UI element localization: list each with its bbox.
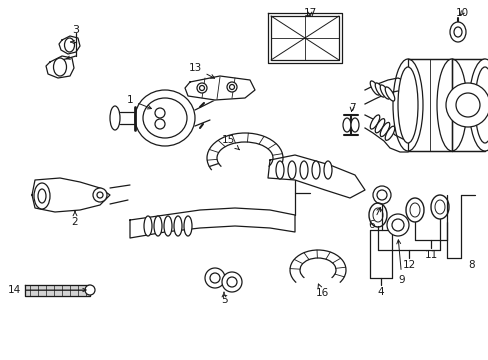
Ellipse shape xyxy=(449,22,465,42)
Circle shape xyxy=(209,273,220,283)
Circle shape xyxy=(229,85,234,90)
Polygon shape xyxy=(407,59,451,151)
Ellipse shape xyxy=(468,59,488,151)
Circle shape xyxy=(386,214,408,236)
Ellipse shape xyxy=(275,161,284,179)
Circle shape xyxy=(391,219,403,231)
Text: 9: 9 xyxy=(396,240,405,285)
Ellipse shape xyxy=(287,161,295,179)
Text: 4: 4 xyxy=(377,287,384,297)
Polygon shape xyxy=(46,56,74,78)
Ellipse shape xyxy=(38,189,46,203)
Polygon shape xyxy=(130,208,294,238)
Circle shape xyxy=(197,83,206,93)
Circle shape xyxy=(455,93,479,117)
Text: 16: 16 xyxy=(315,284,328,298)
Text: 6: 6 xyxy=(368,207,380,230)
Circle shape xyxy=(155,119,164,129)
Circle shape xyxy=(445,83,488,127)
Ellipse shape xyxy=(380,85,389,99)
Ellipse shape xyxy=(385,126,394,140)
Ellipse shape xyxy=(374,83,384,97)
Text: 15: 15 xyxy=(221,135,239,150)
Circle shape xyxy=(226,82,237,92)
Ellipse shape xyxy=(374,119,384,133)
Polygon shape xyxy=(32,178,110,212)
Ellipse shape xyxy=(142,98,186,138)
Circle shape xyxy=(93,188,107,202)
Polygon shape xyxy=(270,16,338,60)
Ellipse shape xyxy=(143,216,152,236)
Text: 8: 8 xyxy=(468,260,474,270)
Ellipse shape xyxy=(474,67,488,143)
Text: 3: 3 xyxy=(72,25,80,35)
Text: 12: 12 xyxy=(402,260,415,270)
Polygon shape xyxy=(267,13,341,63)
Polygon shape xyxy=(184,76,254,100)
Ellipse shape xyxy=(397,67,417,143)
Circle shape xyxy=(199,86,204,90)
Text: 5: 5 xyxy=(220,292,227,305)
Text: 14: 14 xyxy=(7,285,86,295)
Ellipse shape xyxy=(299,161,307,179)
Ellipse shape xyxy=(350,118,358,132)
Ellipse shape xyxy=(154,216,162,236)
Circle shape xyxy=(85,285,95,295)
Circle shape xyxy=(155,108,164,118)
Ellipse shape xyxy=(380,122,389,136)
Ellipse shape xyxy=(53,58,66,76)
Text: 10: 10 xyxy=(454,8,468,18)
Polygon shape xyxy=(267,155,364,198)
Ellipse shape xyxy=(174,216,182,236)
Ellipse shape xyxy=(183,216,192,236)
Text: 2: 2 xyxy=(72,211,78,227)
Circle shape xyxy=(222,272,242,292)
Ellipse shape xyxy=(135,90,195,146)
Ellipse shape xyxy=(342,118,350,132)
Text: 11: 11 xyxy=(424,250,437,260)
Ellipse shape xyxy=(436,59,466,151)
Circle shape xyxy=(376,190,386,200)
Circle shape xyxy=(204,268,224,288)
Polygon shape xyxy=(59,36,80,54)
Text: 1: 1 xyxy=(126,95,151,109)
Ellipse shape xyxy=(64,38,74,52)
Ellipse shape xyxy=(453,27,461,37)
Circle shape xyxy=(97,192,103,198)
Ellipse shape xyxy=(34,183,50,209)
Circle shape xyxy=(372,186,390,204)
Ellipse shape xyxy=(311,161,319,179)
Ellipse shape xyxy=(369,115,379,129)
Ellipse shape xyxy=(385,87,394,101)
Ellipse shape xyxy=(369,81,379,95)
Text: 7: 7 xyxy=(348,103,355,113)
Text: 17: 17 xyxy=(303,8,316,18)
Polygon shape xyxy=(451,59,484,151)
Polygon shape xyxy=(25,285,90,296)
Ellipse shape xyxy=(324,161,331,179)
Ellipse shape xyxy=(392,59,422,151)
Ellipse shape xyxy=(110,106,120,130)
Circle shape xyxy=(226,277,237,287)
Text: 13: 13 xyxy=(188,63,214,78)
Ellipse shape xyxy=(163,216,172,236)
